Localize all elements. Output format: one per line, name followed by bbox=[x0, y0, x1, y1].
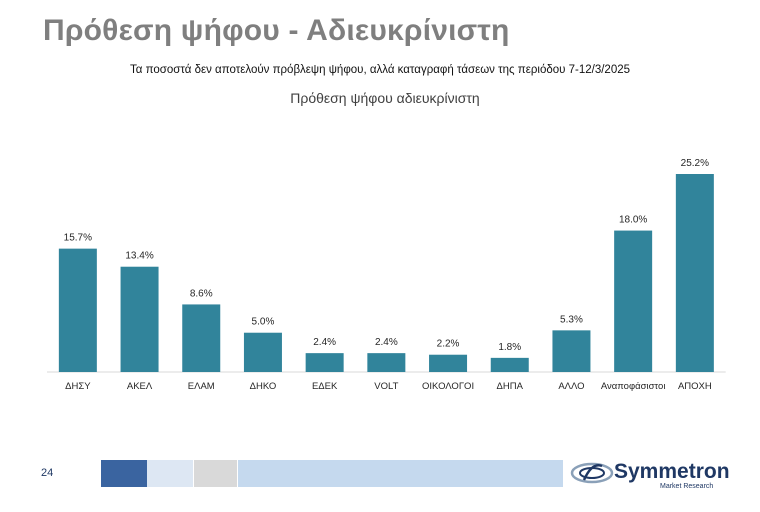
footer-block-light bbox=[147, 460, 193, 487]
x-tick-label: ΑΠΟΧΗ bbox=[678, 381, 712, 392]
logo-tagline: Market Research bbox=[660, 483, 714, 490]
data-label: 13.4% bbox=[125, 251, 153, 262]
x-tick-label: ΕΔΕΚ bbox=[312, 381, 338, 392]
x-tick-label: ΔΗΠΑ bbox=[497, 381, 524, 392]
data-label: 5.0% bbox=[252, 317, 275, 328]
data-label: 2.4% bbox=[313, 337, 336, 348]
page-number: 24 bbox=[41, 467, 54, 479]
data-label: 2.2% bbox=[437, 339, 460, 350]
x-tick-label: VOLT bbox=[374, 381, 398, 392]
bar bbox=[367, 353, 406, 372]
data-label: 2.4% bbox=[375, 337, 398, 348]
data-label: 8.6% bbox=[190, 288, 213, 299]
x-tick-label: ΔΗΣΥ bbox=[65, 381, 91, 392]
data-label: 1.8% bbox=[498, 342, 521, 353]
x-tick-label: ΑΚΕΛ bbox=[127, 381, 153, 392]
bar bbox=[58, 248, 97, 372]
bar bbox=[182, 304, 221, 372]
footer-block-dark bbox=[101, 460, 147, 487]
data-label: 5.3% bbox=[560, 314, 583, 325]
symmetron-logo: Symmetron Market Research bbox=[570, 456, 730, 494]
x-tick-label: ΟΙΚΟΛΟΓΟΙ bbox=[422, 381, 474, 392]
page-title: Πρόθεση ψήφου - Αδιευκρίνιστη bbox=[43, 14, 510, 47]
data-label: 25.2% bbox=[681, 158, 709, 169]
x-tick-label: ΔΗΚΟ bbox=[250, 381, 277, 392]
x-tick-label: ΑΛΛΟ bbox=[558, 381, 584, 392]
page-subtitle: Τα ποσοστά δεν αποτελούν πρόβλεψη ψήφου,… bbox=[129, 64, 631, 76]
bar bbox=[305, 353, 344, 372]
x-tick-label: Αναποφάσιστοι bbox=[601, 381, 666, 392]
footer-block-gray bbox=[194, 460, 237, 487]
bar bbox=[552, 330, 591, 372]
swirl-icon bbox=[570, 462, 614, 484]
bar bbox=[675, 174, 714, 372]
bar bbox=[614, 230, 653, 372]
x-tick-label: ΕΛΑΜ bbox=[188, 381, 215, 392]
data-label: 18.0% bbox=[619, 215, 647, 226]
bar bbox=[120, 266, 159, 372]
bar bbox=[243, 332, 282, 372]
footer-block-long bbox=[238, 460, 563, 487]
bar bbox=[429, 354, 468, 372]
chart-title: Πρόθεση ψήφου αδιευκρίνιστη bbox=[290, 90, 480, 106]
data-label: 15.7% bbox=[64, 233, 92, 244]
bar-chart: 15.7% ΔΗΣΥ 13.4% ΑΚΕΛ 8.6% ΕΛΑΜ 5.0% ΔΗΚΟ 2.4% ΕΔ… bbox=[47, 158, 726, 392]
logo-wordmark: Symmetron bbox=[614, 460, 730, 483]
bar bbox=[490, 357, 529, 372]
